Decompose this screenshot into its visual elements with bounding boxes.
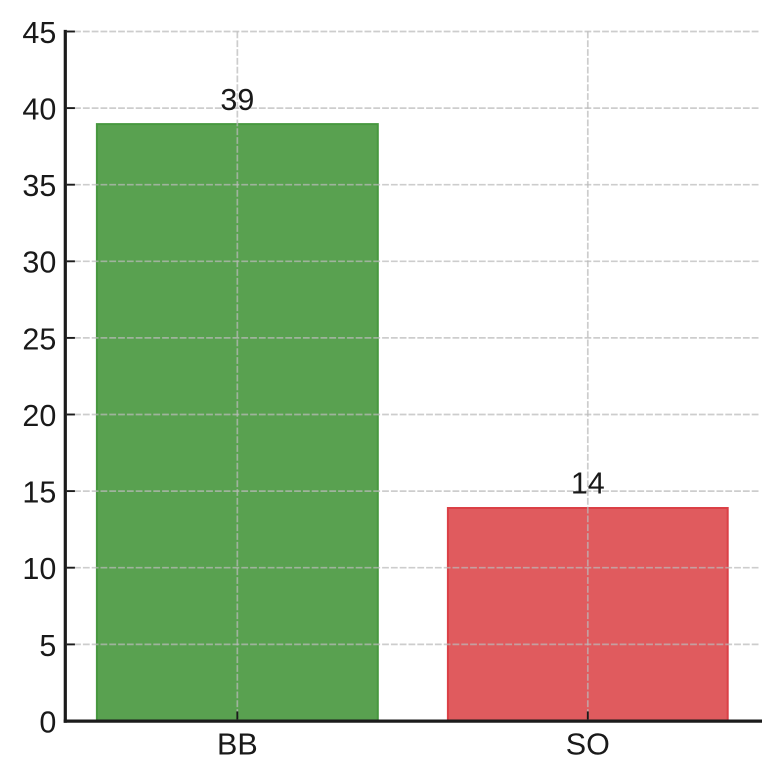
svg-text:20: 20 [22, 399, 56, 433]
svg-text:25: 25 [22, 322, 56, 356]
svg-text:45: 45 [22, 16, 56, 50]
svg-text:0: 0 [39, 706, 56, 740]
svg-text:10: 10 [22, 552, 56, 586]
svg-text:14: 14 [571, 467, 605, 501]
svg-text:BB: BB [217, 727, 258, 761]
svg-text:40: 40 [22, 93, 56, 127]
svg-text:30: 30 [22, 246, 56, 280]
svg-text:SO: SO [566, 727, 610, 761]
svg-text:35: 35 [22, 169, 56, 203]
svg-text:15: 15 [22, 476, 56, 510]
svg-text:5: 5 [39, 629, 56, 663]
svg-text:39: 39 [220, 83, 254, 117]
